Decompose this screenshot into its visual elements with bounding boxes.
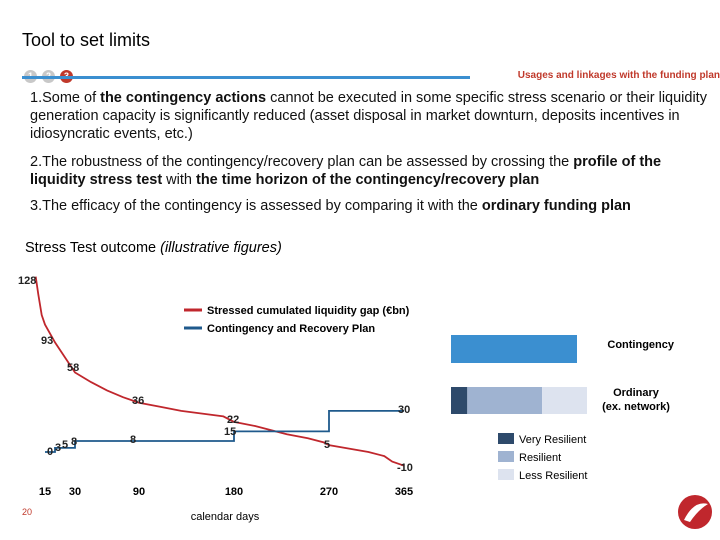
point-label: 5	[324, 439, 330, 451]
point-label: 8	[130, 434, 136, 446]
ordinary-bar	[451, 387, 587, 414]
stressed-gap-line	[34, 276, 405, 467]
chart-title: Stress Test outcome (illustrative figure…	[25, 240, 282, 256]
point-label: 0	[47, 446, 53, 458]
legend-stressed-label: Stressed cumulated liquidity gap (€bn)	[207, 305, 410, 317]
point-bold: ordinary funding plan	[481, 198, 631, 214]
point-2: 2.The robustness of the contingency/reco…	[30, 153, 710, 189]
ordinary-bar-segment	[467, 387, 543, 414]
point-number: 2.	[30, 154, 43, 170]
x-tick-label: 270	[320, 486, 338, 498]
ordinary-bar-label-line1: Ordinary	[613, 387, 660, 399]
page-number: 20	[22, 507, 32, 517]
point-bold: the contingency actions	[100, 90, 267, 106]
contingency-bar-label: Contingency	[607, 339, 674, 351]
x-axis-label: calendar days	[191, 511, 260, 523]
usages-label: Usages and linkages with the funding pla…	[517, 70, 720, 81]
legend-less-resilient-swatch	[498, 469, 514, 480]
legend-resilient-label: Resilient	[519, 452, 561, 464]
point-label: -10	[397, 462, 413, 474]
point-label: 5	[62, 439, 68, 451]
point-text: with	[162, 172, 196, 188]
point-label: 30	[398, 404, 410, 416]
point-label: 58	[67, 362, 79, 374]
recovery-plan-line	[45, 409, 404, 453]
x-tick-label: 15	[39, 486, 51, 498]
x-tick-label: 365	[395, 486, 413, 498]
legend-very-resilient-label: Very Resilient	[519, 434, 586, 446]
point-bold: the time horizon of the contingency/reco…	[196, 172, 540, 188]
legend-recovery-label: Contingency and Recovery Plan	[207, 323, 375, 335]
point-bold: profile of the liquidity stress test	[30, 154, 662, 188]
series-layer	[34, 276, 405, 467]
chart-title-main: Stress Test outcome	[25, 240, 161, 256]
point-label: 15	[224, 426, 236, 438]
legend-very-resilient-swatch	[498, 433, 514, 444]
header-divider	[22, 76, 470, 79]
x-tick-label: 30	[69, 486, 81, 498]
page-title: Tool to set limits	[22, 30, 151, 50]
point-text: The robustness of the contingency/recove…	[42, 154, 574, 170]
contingency-bar	[451, 335, 577, 363]
point-label: 128	[18, 275, 36, 287]
point-text: cannot be executed in some specific stre…	[30, 90, 707, 142]
point-text: Some of	[42, 90, 101, 106]
ticks-layer: 15 30 90 180 270 365	[39, 486, 413, 498]
ordinary-bar-label-line2: (ex. network)	[602, 401, 670, 413]
legend-resilient-swatch	[498, 451, 514, 462]
point-3: 3.The efficacy of the contingency is ass…	[30, 197, 710, 215]
legend-less-resilient-label: Less Resilient	[519, 470, 587, 482]
point-label: 8	[71, 436, 77, 448]
point-text: The efficacy of the contingency is asses…	[42, 198, 482, 214]
point-1: 1.Some of the contingency actions cannot…	[30, 89, 710, 143]
chart-title-italic: (illustrative figures)	[160, 240, 282, 256]
point-label: 93	[41, 335, 53, 347]
point-number: 1.	[30, 90, 43, 106]
point-label: 22	[227, 414, 239, 426]
point-number: 3.	[30, 198, 43, 214]
ordinary-bar-segment	[451, 387, 468, 414]
ordinary-bar-segment	[542, 387, 587, 414]
point-label: 36	[132, 395, 144, 407]
x-tick-label: 180	[225, 486, 243, 498]
bank-logo-icon	[678, 495, 712, 529]
point-label: 3	[55, 442, 61, 454]
x-tick-label: 90	[133, 486, 145, 498]
